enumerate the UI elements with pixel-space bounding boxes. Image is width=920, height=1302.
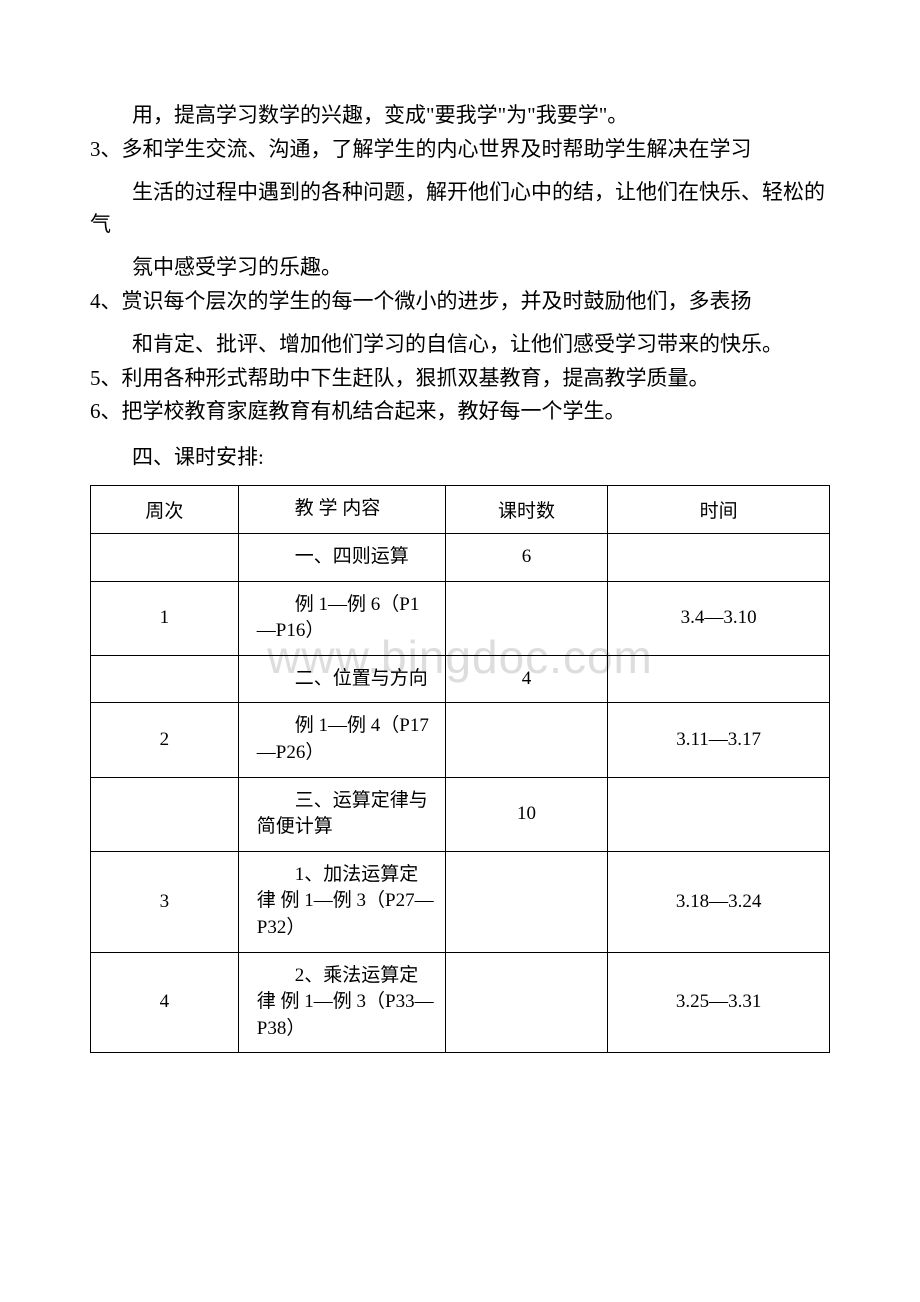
cell-content: 一、四则运算 (238, 534, 445, 582)
cell-date (608, 655, 830, 703)
paragraph-6: 和肯定、批评、增加他们学习的自信心，让他们感受学习带来的快乐。 (90, 329, 830, 361)
table-row: 一、四则运算 6 (91, 534, 830, 582)
cell-hours (445, 703, 608, 777)
cell-week (91, 655, 239, 703)
paragraph-3: 生活的过程中遇到的各种问题，解开他们心中的结，让他们在快乐、轻松的气 (90, 177, 830, 240)
paragraph-7: 5、利用各种形式帮助中下生赶队，狠抓双基教育，提高教学质量。 (90, 363, 830, 395)
paragraph-4: 氛中感受学习的乐趣。 (90, 252, 830, 284)
table-row: 2 例 1—例 4（P17—P26） 3.11—3.17 (91, 703, 830, 777)
cell-content: 2、乘法运算定律 例 1—例 3（P33—P38） (238, 952, 445, 1053)
cell-date (608, 777, 830, 851)
cell-date: 3.11—3.17 (608, 703, 830, 777)
table-row: 1 例 1—例 6（P1—P16） 3.4—3.10 (91, 581, 830, 655)
table-header-row: 周次 教 学 内容 课时数 时间 (91, 486, 830, 534)
cell-week: 1 (91, 581, 239, 655)
cell-content: 例 1—例 6（P1—P16） (238, 581, 445, 655)
document-content: 用，提高学习数学的兴趣，变成"要我学"为"我要学"。 3、多和学生交流、沟通，了… (90, 100, 830, 1053)
paragraph-2: 3、多和学生交流、沟通，了解学生的内心世界及时帮助学生解决在学习 (90, 134, 830, 166)
cell-date: 3.18—3.24 (608, 851, 830, 952)
cell-date: 3.4—3.10 (608, 581, 830, 655)
cell-hours: 10 (445, 777, 608, 851)
table-row: 三、运算定律与简便计算 10 (91, 777, 830, 851)
table-row: 二、位置与方向 4 (91, 655, 830, 703)
section-title: 四、课时安排: (90, 442, 830, 474)
header-hours: 课时数 (445, 486, 608, 534)
cell-content: 二、位置与方向 (238, 655, 445, 703)
table-row: 3 1、加法运算定律 例 1—例 3（P27—P32） 3.18—3.24 (91, 851, 830, 952)
cell-content: 例 1—例 4（P17—P26） (238, 703, 445, 777)
schedule-table: 周次 教 学 内容 课时数 时间 一、四则运算 6 1 例 1—例 6（P1—P… (90, 485, 830, 1053)
header-date: 时间 (608, 486, 830, 534)
cell-hours (445, 952, 608, 1053)
cell-content: 三、运算定律与简便计算 (238, 777, 445, 851)
paragraph-1: 用，提高学习数学的兴趣，变成"要我学"为"我要学"。 (90, 100, 830, 132)
header-content: 教 学 内容 (238, 486, 445, 534)
cell-date: 3.25—3.31 (608, 952, 830, 1053)
cell-hours: 6 (445, 534, 608, 582)
cell-week: 2 (91, 703, 239, 777)
cell-hours: 4 (445, 655, 608, 703)
header-week: 周次 (91, 486, 239, 534)
cell-week (91, 534, 239, 582)
cell-week: 4 (91, 952, 239, 1053)
table-row: 4 2、乘法运算定律 例 1—例 3（P33—P38） 3.25—3.31 (91, 952, 830, 1053)
cell-hours (445, 851, 608, 952)
cell-hours (445, 581, 608, 655)
cell-date (608, 534, 830, 582)
cell-week (91, 777, 239, 851)
paragraph-5: 4、赏识每个层次的学生的每一个微小的进步，并及时鼓励他们，多表扬 (90, 286, 830, 318)
cell-week: 3 (91, 851, 239, 952)
paragraph-8: 6、把学校教育家庭教育有机结合起来，教好每一个学生。 (90, 396, 830, 428)
cell-content: 1、加法运算定律 例 1—例 3（P27—P32） (238, 851, 445, 952)
